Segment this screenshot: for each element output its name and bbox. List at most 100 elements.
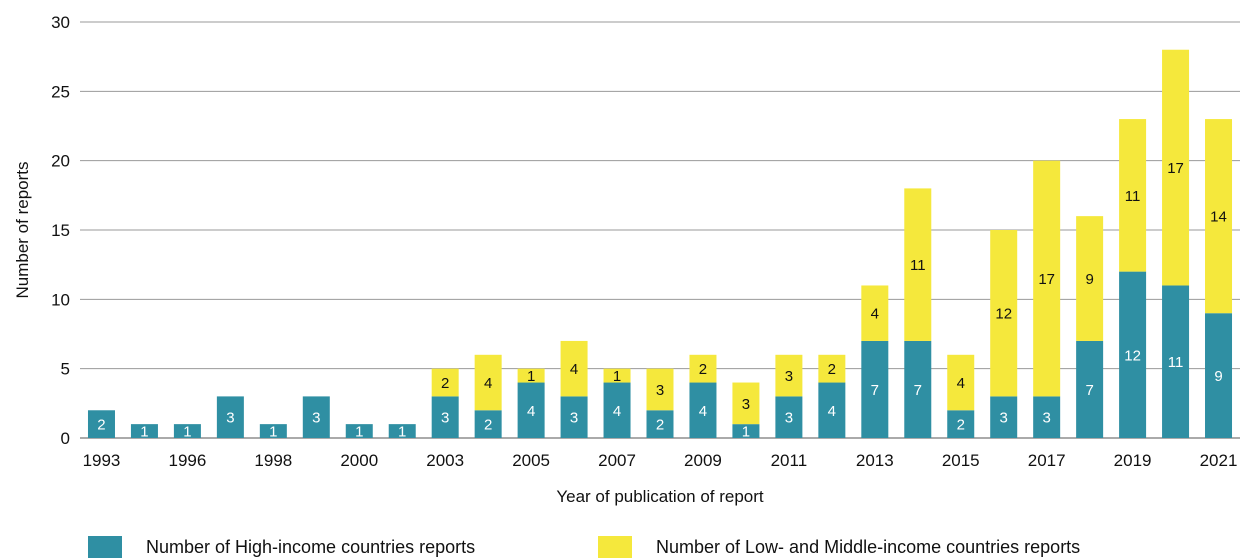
- y-tick-label: 10: [51, 290, 70, 309]
- bar-segment: [345, 424, 373, 438]
- bar-segment: [947, 410, 975, 438]
- x-axis-title: Year of publication of report: [556, 487, 764, 506]
- data-label: 1: [269, 424, 277, 441]
- bar-segment: [646, 410, 674, 438]
- data-label: 4: [613, 403, 621, 420]
- bar-segment: [302, 396, 330, 438]
- data-label: 3: [570, 410, 578, 427]
- x-tick-label: 2019: [1114, 451, 1152, 470]
- bar-segment: [1162, 285, 1190, 438]
- data-label: 17: [1038, 271, 1055, 288]
- data-label: 11: [1125, 188, 1141, 205]
- x-tick-label: 2013: [856, 451, 894, 470]
- data-label: 4: [828, 403, 836, 420]
- data-label: 2: [484, 417, 492, 434]
- data-label: 14: [1210, 209, 1227, 226]
- y-tick-label: 15: [51, 221, 70, 240]
- data-label: 4: [527, 403, 535, 420]
- data-label: 4: [699, 403, 707, 420]
- y-tick-labels: 0 5 10 15 20 25 30: [51, 13, 70, 448]
- x-tick-label: 2009: [684, 451, 722, 470]
- bar-segment: [560, 396, 588, 438]
- bar-segment: [689, 382, 717, 438]
- legend-item-high-income: Number of High-income countries reports: [88, 536, 475, 558]
- x-tick-label: 2005: [512, 451, 550, 470]
- legend-swatch-lmic: [598, 536, 632, 558]
- y-tick-label: 30: [51, 13, 70, 32]
- bar-segment: [990, 396, 1018, 438]
- data-label: 4: [957, 375, 965, 392]
- bar-segment: [216, 396, 244, 438]
- bar-segment: [904, 188, 932, 341]
- bar-segment: [431, 368, 459, 397]
- x-tick-label: 2015: [942, 451, 980, 470]
- y-axis-title: Number of reports: [13, 162, 32, 299]
- bar-segment: [1076, 340, 1104, 438]
- bar-segment: [818, 354, 846, 383]
- data-label: 3: [441, 410, 449, 427]
- bar-segment: [1162, 49, 1190, 286]
- data-label: 9: [1214, 368, 1222, 385]
- bar-segment: [388, 424, 416, 438]
- legend: Number of High-income countries reports …: [0, 536, 1255, 558]
- data-label: 3: [785, 368, 793, 385]
- x-tick-label: 1998: [254, 451, 292, 470]
- bar-segment: [474, 354, 502, 411]
- x-tick-label: 2021: [1200, 451, 1238, 470]
- bar-segment: [1119, 271, 1147, 438]
- bar-segment: [861, 340, 889, 438]
- data-label: 2: [656, 417, 664, 434]
- bar-segment: [603, 382, 631, 438]
- bar-segment: [947, 354, 975, 411]
- data-label: 2: [441, 375, 449, 392]
- data-label: 7: [871, 382, 879, 399]
- x-tick-label: 1996: [168, 451, 206, 470]
- legend-swatch-high-income: [88, 536, 122, 558]
- data-label: 1: [742, 424, 750, 441]
- data-label: 1: [527, 368, 535, 385]
- data-label: 3: [656, 382, 664, 399]
- x-tick-labels: 1993 1996 1998 2000 2003 2005 2007 2009 2011 2013…: [83, 451, 1238, 470]
- data-label: 3: [1000, 410, 1008, 427]
- legend-label-high-income: Number of High-income countries reports: [146, 536, 476, 557]
- bar-segment: [1033, 396, 1061, 438]
- data-label: 3: [226, 410, 234, 427]
- x-tick-label: 2017: [1028, 451, 1066, 470]
- data-label: 3: [312, 410, 320, 427]
- data-label: 1: [398, 424, 406, 441]
- bar-segment: [861, 285, 889, 341]
- data-label: 17: [1167, 160, 1184, 177]
- bar-segment: [87, 410, 115, 438]
- bar-segment: [474, 410, 502, 438]
- legend-item-lmic: Number of Low- and Middle-income countri…: [598, 536, 1080, 558]
- bar-segment: [818, 382, 846, 438]
- bar-segment: [1119, 119, 1147, 272]
- bar-segment: [1205, 313, 1233, 438]
- bar-segment: [603, 368, 631, 383]
- data-label: 11: [910, 257, 926, 274]
- bar-segment: [775, 396, 803, 438]
- bar-segment: [732, 424, 760, 438]
- x-tick-label: 1993: [83, 451, 121, 470]
- x-tick-label: 2003: [426, 451, 464, 470]
- data-label: 3: [785, 410, 793, 427]
- data-label: 7: [1085, 382, 1093, 399]
- y-tick-label: 0: [61, 429, 70, 448]
- bar-segment: [904, 340, 932, 438]
- x-tick-label: 2007: [598, 451, 636, 470]
- data-label: 12: [1124, 347, 1141, 364]
- data-label: 11: [1168, 354, 1184, 371]
- bar-segment: [259, 424, 287, 438]
- data-label: 3: [742, 396, 750, 413]
- bar-segment: [1076, 216, 1104, 341]
- data-label: 1: [183, 424, 191, 441]
- data-label: 12: [995, 306, 1012, 323]
- data-label: 4: [871, 306, 879, 323]
- data-label: 2: [97, 417, 105, 434]
- bar-segment: [173, 424, 201, 438]
- data-label: 2: [828, 361, 836, 378]
- x-tick-label: 2011: [771, 451, 808, 470]
- bar-segment: [732, 382, 760, 425]
- bar-segment: [990, 230, 1018, 397]
- bar-segment: [646, 368, 674, 411]
